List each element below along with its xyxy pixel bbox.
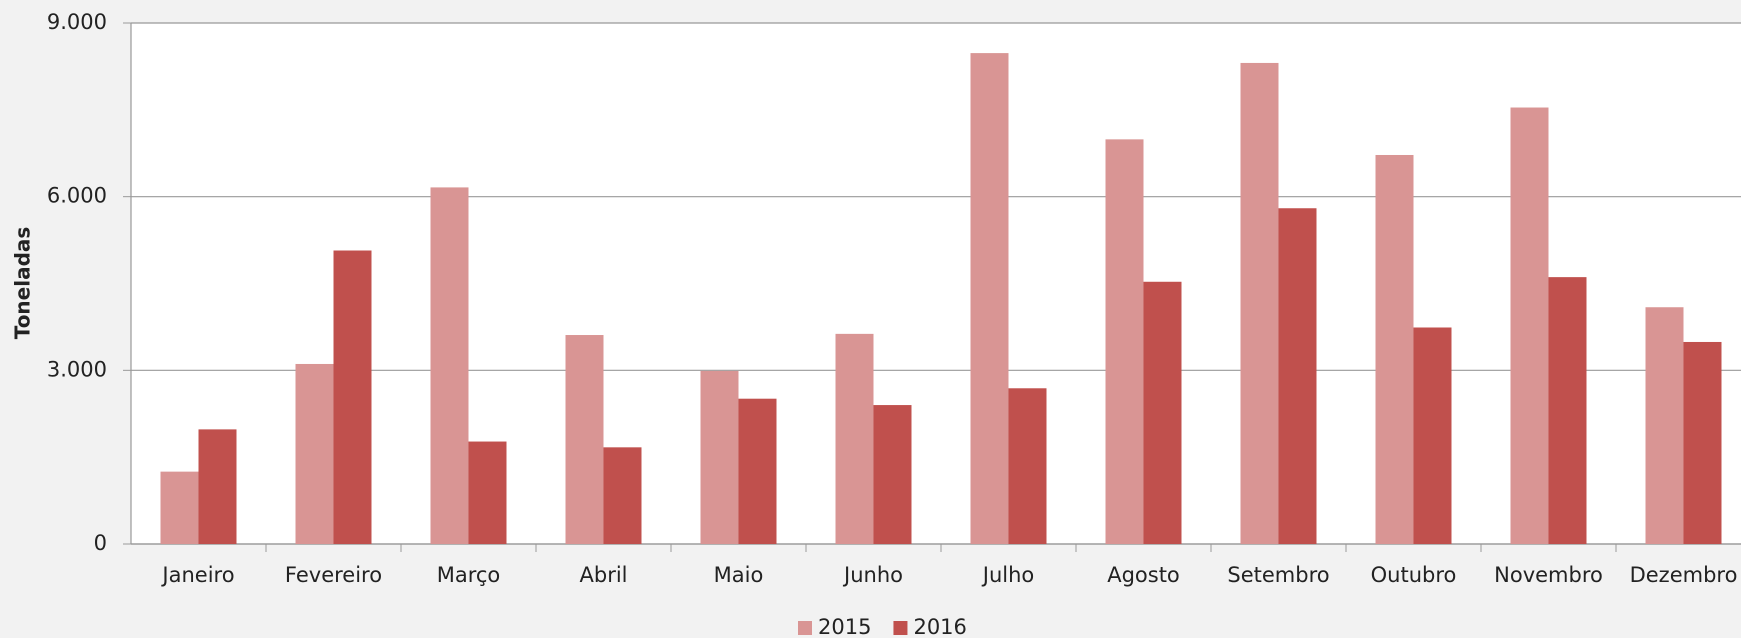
- bar: [565, 335, 604, 544]
- bar: [160, 471, 199, 544]
- bar: [1105, 139, 1144, 544]
- bar: [873, 405, 912, 544]
- bar: [1008, 388, 1047, 544]
- bar: [970, 53, 1009, 544]
- bar: [1375, 154, 1414, 544]
- bar: [1548, 277, 1587, 544]
- legend-swatch: [893, 621, 908, 635]
- y-tick-label: 9.000: [47, 10, 107, 34]
- x-tick-label: Junho: [842, 563, 903, 587]
- y-axis-label: Toneladas: [11, 227, 35, 340]
- bar: [1645, 307, 1684, 544]
- bar: [1240, 62, 1279, 545]
- bar: [1510, 107, 1549, 545]
- x-tick-label: Abril: [580, 563, 628, 587]
- bar: [295, 363, 334, 544]
- bar: [1683, 341, 1722, 544]
- plot-area: [131, 23, 1741, 544]
- bar: [198, 429, 237, 544]
- x-tick-label: Outubro: [1371, 563, 1457, 587]
- bar: [430, 187, 469, 544]
- legend-swatch: [798, 621, 812, 635]
- x-tick-label: Maio: [714, 563, 764, 587]
- x-tick-label: Novembro: [1494, 563, 1603, 587]
- y-tick-label: 6.000: [47, 184, 107, 208]
- legend-label: 2016: [913, 615, 966, 638]
- bar: [1278, 208, 1317, 544]
- bar: [1143, 281, 1182, 544]
- bar: [603, 447, 642, 544]
- x-tick-label: Dezembro: [1630, 563, 1738, 587]
- x-tick-label: Janeiro: [160, 563, 234, 587]
- bar: [835, 333, 874, 544]
- y-tick-label: 0: [94, 531, 107, 555]
- y-tick-label: 3.000: [47, 357, 107, 381]
- x-tick-label: Agosto: [1107, 563, 1180, 587]
- bar: [738, 398, 777, 544]
- bar: [1413, 327, 1452, 544]
- x-tick-label: Setembro: [1227, 563, 1329, 587]
- bar: [468, 441, 507, 544]
- legend-label: 2015: [818, 615, 871, 638]
- x-tick-label: Março: [437, 563, 501, 587]
- bar: [700, 370, 739, 544]
- x-tick-label: Fevereiro: [285, 563, 382, 587]
- bar: [333, 250, 372, 544]
- x-tick-label: Julho: [981, 563, 1035, 587]
